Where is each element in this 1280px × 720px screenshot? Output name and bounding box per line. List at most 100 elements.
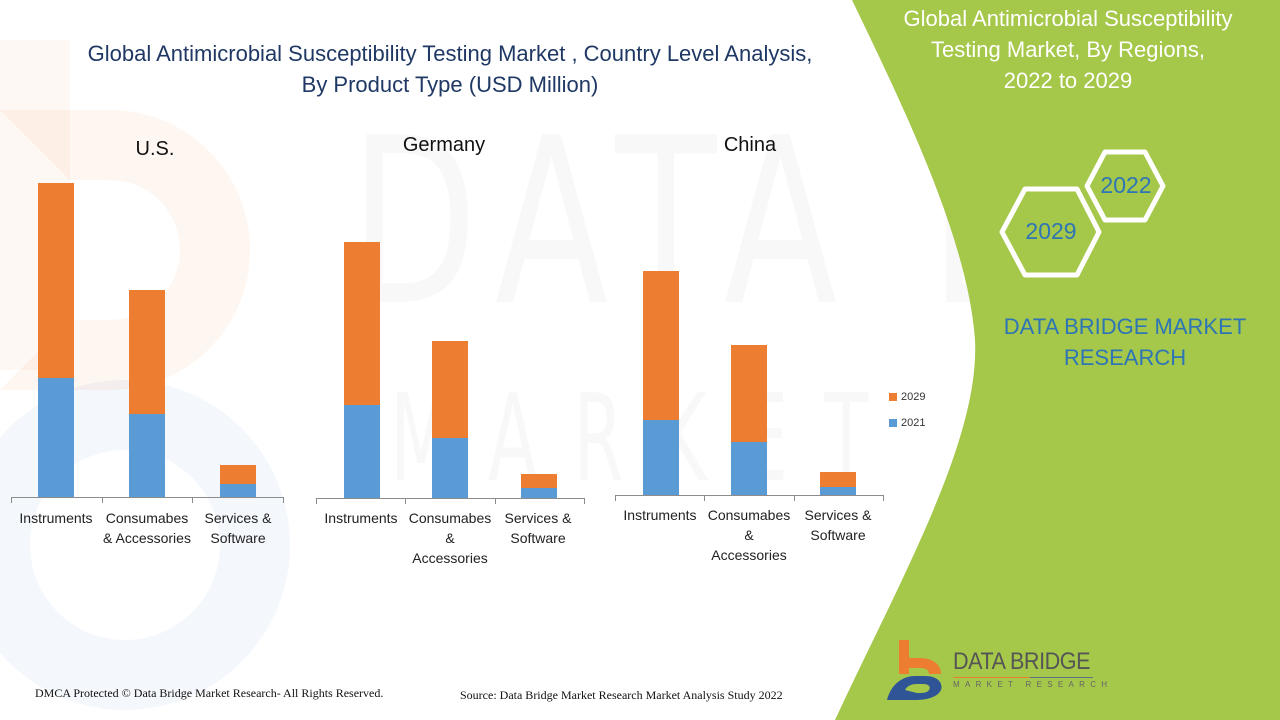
category-label: Services & Software: [188, 508, 288, 548]
legend-item-2029: 2029: [889, 384, 925, 410]
brand-text: DATA BRIDGE MARKET RESEARCH: [985, 311, 1265, 373]
legend-item-2021: 2021: [889, 410, 925, 436]
category-label: Instruments: [610, 505, 710, 525]
category-label: Services & Software: [488, 508, 588, 548]
category-label: Consumabes & Accessories: [400, 508, 500, 568]
bar-china-0[interactable]: [643, 271, 679, 495]
bar-segment-2021[interactable]: [432, 438, 468, 498]
hexagon-label-2022: 2022: [1100, 172, 1152, 198]
x-axis-tick: [316, 498, 317, 504]
regions-title-line2: Testing Market, By Regions,: [931, 37, 1205, 62]
bar-germany-0[interactable]: [344, 242, 380, 498]
bar-segment-2029[interactable]: [521, 474, 557, 488]
hexagon-label-2029: 2029: [1025, 218, 1077, 244]
category-label: Consumabes & Accessories: [97, 508, 197, 548]
category-label: Instruments: [311, 508, 411, 528]
x-axis-tick: [794, 495, 795, 501]
chart-main-title: Global Antimicrobial Susceptibility Test…: [20, 38, 880, 100]
category-label: Services & Software: [788, 505, 888, 545]
category-label: Consumabes & Accessories: [699, 505, 799, 565]
bar-segment-2029[interactable]: [432, 341, 468, 438]
bar-segment-2029[interactable]: [129, 290, 165, 414]
category-label-line: Instruments: [324, 510, 398, 526]
x-axis-tick: [11, 497, 12, 503]
x-axis-tick: [405, 498, 406, 504]
bar-germany-2[interactable]: [521, 474, 557, 498]
category-label-line: Services &: [504, 510, 572, 526]
bar-segment-2029[interactable]: [731, 345, 767, 442]
x-axis-tick: [584, 498, 585, 504]
bar-segment-2029[interactable]: [820, 472, 856, 487]
bar-segment-2021[interactable]: [220, 484, 256, 497]
bar-segment-2029[interactable]: [38, 183, 74, 378]
bar-us-2[interactable]: [220, 465, 256, 497]
bar-segment-2021[interactable]: [344, 405, 380, 498]
legend-label-2021: 2021: [901, 417, 926, 429]
x-axis-china: [615, 495, 883, 496]
footer-source: Source: Data Bridge Market Research Mark…: [460, 688, 783, 702]
legend-swatch-2021: [889, 419, 897, 427]
category-label-line: Accessories: [412, 550, 488, 566]
category-label-line: & Accessories: [103, 530, 191, 546]
bar-us-1[interactable]: [129, 290, 165, 497]
main-title-line2: By Product Type (USD Million): [301, 72, 599, 97]
regions-title-line3: 2022 to 2029: [1003, 68, 1133, 93]
x-axis-tick: [102, 497, 103, 503]
bar-segment-2029[interactable]: [643, 271, 679, 420]
x-axis-germany: [316, 498, 584, 499]
data-bridge-logo: DATA BRIDGE MARKET RESEARCH: [885, 640, 1107, 700]
x-axis-tick: [283, 497, 284, 503]
category-label-line: Accessories: [711, 547, 787, 563]
chart-title-germany: Germany: [402, 134, 486, 156]
logo-name: DATA BRIDGE: [953, 648, 1091, 675]
chart-title-us: U.S.: [135, 138, 175, 160]
x-axis-tick: [192, 497, 193, 503]
bar-segment-2021[interactable]: [129, 414, 165, 497]
bar-germany-1[interactable]: [432, 341, 468, 498]
bar-us-0[interactable]: [38, 183, 74, 497]
category-label-line: Consumabes: [408, 510, 492, 526]
x-axis-us: [11, 497, 283, 498]
bar-china-2[interactable]: [820, 472, 856, 495]
category-label-line: Software: [510, 530, 566, 546]
category-label-line: &: [744, 527, 754, 543]
bar-china-1[interactable]: [731, 345, 767, 495]
bar-segment-2021[interactable]: [521, 488, 557, 498]
bar-segment-2029[interactable]: [220, 465, 256, 484]
x-axis-tick: [704, 495, 705, 501]
category-label-line: Instruments: [623, 507, 697, 523]
category-label-line: Software: [210, 530, 266, 546]
regions-title: Global Antimicrobial Susceptibility Test…: [868, 3, 1268, 96]
logo-subtitle: MARKET RESEARCH: [953, 680, 1113, 689]
legend-label-2029: 2029: [901, 391, 926, 403]
hexagon-2022-icon: [1084, 149, 1166, 223]
chart-legend: 2029 2021: [889, 384, 925, 436]
logo-divider: [953, 677, 1093, 678]
x-axis-tick: [883, 495, 884, 501]
bar-segment-2021[interactable]: [643, 420, 679, 495]
category-label-line: Consumabes: [707, 507, 791, 523]
hexagon-2029-icon: [999, 186, 1102, 278]
category-label-line: Software: [810, 527, 866, 543]
category-label-line: Consumabes: [105, 510, 189, 526]
bar-segment-2029[interactable]: [344, 242, 380, 405]
category-label-line: &: [445, 530, 455, 546]
footer-copyright: DMCA Protected © Data Bridge Market Rese…: [35, 686, 384, 700]
category-label-line: Instruments: [19, 510, 93, 526]
bar-segment-2021[interactable]: [38, 378, 74, 497]
category-label-line: Services &: [204, 510, 272, 526]
chart-title-china: China: [723, 134, 777, 156]
data-bridge-logo-icon: [887, 640, 942, 700]
x-axis-tick: [615, 495, 616, 501]
main-title-line1: Global Antimicrobial Susceptibility Test…: [87, 41, 813, 66]
legend-swatch-2029: [889, 393, 897, 401]
category-label-line: Services &: [804, 507, 872, 523]
category-label: Instruments: [6, 508, 106, 528]
x-axis-tick: [495, 498, 496, 504]
brand-text-line2: RESEARCH: [1063, 345, 1187, 370]
brand-text-line1: DATA BRIDGE MARKET: [1003, 314, 1247, 339]
regions-title-line1: Global Antimicrobial Susceptibility: [903, 6, 1233, 31]
bar-segment-2021[interactable]: [820, 487, 856, 495]
bar-segment-2021[interactable]: [731, 442, 767, 495]
